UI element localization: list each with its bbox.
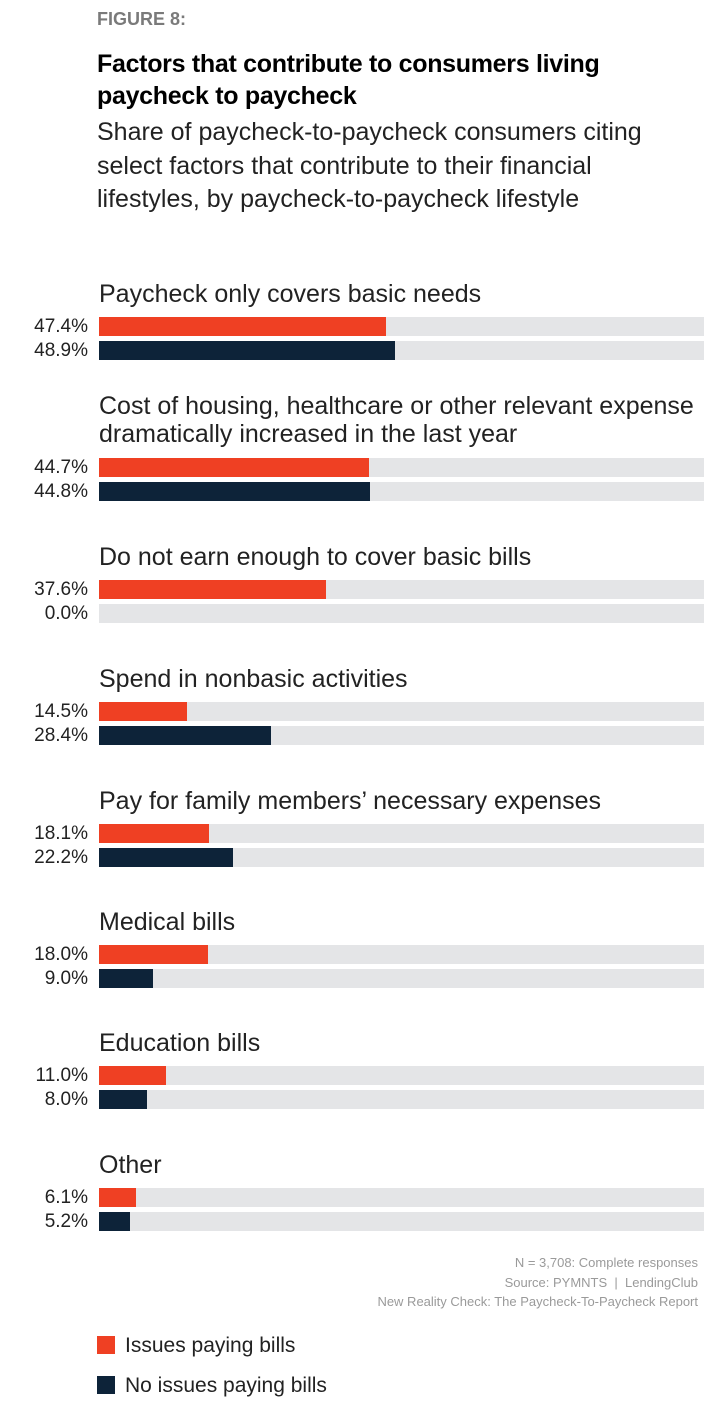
bar: [99, 482, 371, 501]
bar-track: [99, 580, 704, 599]
data-label: 5.2%: [44, 1211, 88, 1232]
sample-size-note: N = 3,708: Complete responses: [514, 1255, 698, 1270]
data-label: 8.0%: [44, 1089, 88, 1110]
bar: [99, 726, 271, 745]
bar: [99, 1188, 136, 1207]
bar-track: [99, 945, 704, 964]
bar-row: 11.0%: [0, 1065, 726, 1086]
bar-track: [99, 1066, 704, 1085]
source-note: Source: PYMNTS | LendingClub: [504, 1274, 698, 1290]
data-label: 44.8%: [34, 481, 88, 502]
bar-row: 47.4%: [0, 316, 726, 337]
category-label: Other: [99, 1151, 162, 1179]
bar: [99, 458, 370, 477]
bar-row: 14.5%: [0, 701, 726, 722]
bar-track: [99, 458, 704, 477]
chart-footer: N = 3,708: Complete responses Source: PY…: [377, 1253, 698, 1312]
data-label: 6.1%: [44, 1187, 88, 1208]
bar-row: 48.9%: [0, 340, 726, 361]
bar-row: 9.0%: [0, 968, 726, 989]
data-label: 0.0%: [44, 603, 88, 624]
bar-track: [99, 1212, 704, 1231]
bar-track: [99, 482, 704, 501]
chart-subtitle: Share of paycheck-to-paycheck consumers …: [97, 118, 642, 213]
bar-row: 18.1%: [0, 823, 726, 844]
legend-label: No issues paying bills: [125, 1374, 327, 1397]
category-label: Cost of housing, healthcare or other rel…: [99, 392, 694, 448]
data-label: 48.9%: [34, 340, 88, 361]
legend-swatch: [97, 1376, 115, 1394]
data-label: 14.5%: [34, 701, 88, 722]
bar-track: [99, 317, 704, 336]
data-label: 22.2%: [34, 847, 88, 868]
bar-row: 0.0%: [0, 603, 726, 624]
bar-row: 44.8%: [0, 481, 726, 502]
bar-track: [99, 341, 704, 360]
bar: [99, 702, 187, 721]
category-label: Do not earn enough to cover basic bills: [99, 543, 532, 571]
bar: [99, 945, 208, 964]
data-label: 18.1%: [34, 823, 88, 844]
legend-item-issues: Issues paying bills: [97, 1334, 295, 1358]
bar-row: 5.2%: [0, 1211, 726, 1232]
bar-track: [99, 702, 704, 721]
category-label: Pay for family members’ necessary expens…: [99, 787, 602, 815]
category-label: Paycheck only covers basic needs: [99, 280, 482, 308]
bar-row: 6.1%: [0, 1187, 726, 1208]
data-label: 28.4%: [34, 725, 88, 746]
data-label: 11.0%: [35, 1065, 88, 1086]
bar-row: 28.4%: [0, 725, 726, 746]
bar-row: 37.6%: [0, 579, 726, 600]
bar-row: 22.2%: [0, 847, 726, 868]
category-label: Education bills: [99, 1029, 261, 1057]
data-label: 47.4%: [34, 316, 88, 337]
legend-label: Issues paying bills: [125, 1334, 296, 1357]
bar-track: [99, 1188, 704, 1207]
bar: [99, 341, 395, 360]
data-label: 37.6%: [34, 579, 88, 600]
report-name: New Reality Check: The Paycheck-To-Paych…: [377, 1294, 698, 1309]
bar-row: 18.0%: [0, 944, 726, 965]
bar: [99, 848, 234, 867]
bar: [99, 317, 386, 336]
bar-track: [99, 824, 704, 843]
bar: [99, 824, 209, 843]
bar: [99, 969, 154, 988]
bar-row: 8.0%: [0, 1089, 726, 1110]
bar-track: [99, 726, 704, 745]
data-label: 44.7%: [34, 457, 88, 478]
category-label: Spend in nonbasic activities: [99, 665, 408, 693]
bar: [99, 1066, 166, 1085]
bar: [99, 580, 327, 599]
bar-row: 44.7%: [0, 457, 726, 478]
bar-track: [99, 848, 704, 867]
legend-swatch: [97, 1336, 115, 1354]
bar-track: [99, 969, 704, 988]
bar-track: [99, 1090, 704, 1109]
bar: [99, 1090, 148, 1109]
bar: [99, 1212, 131, 1231]
legend-item-no-issues: No issues paying bills: [97, 1374, 327, 1398]
category-label: Medical bills: [99, 908, 236, 936]
chart-title: Factors that contribute to consumers liv…: [97, 50, 600, 110]
data-label: 18.0%: [34, 944, 88, 965]
data-label: 9.0%: [44, 968, 88, 989]
bar-track: [99, 604, 704, 623]
figure-label: FIGURE 8:: [97, 9, 187, 29]
